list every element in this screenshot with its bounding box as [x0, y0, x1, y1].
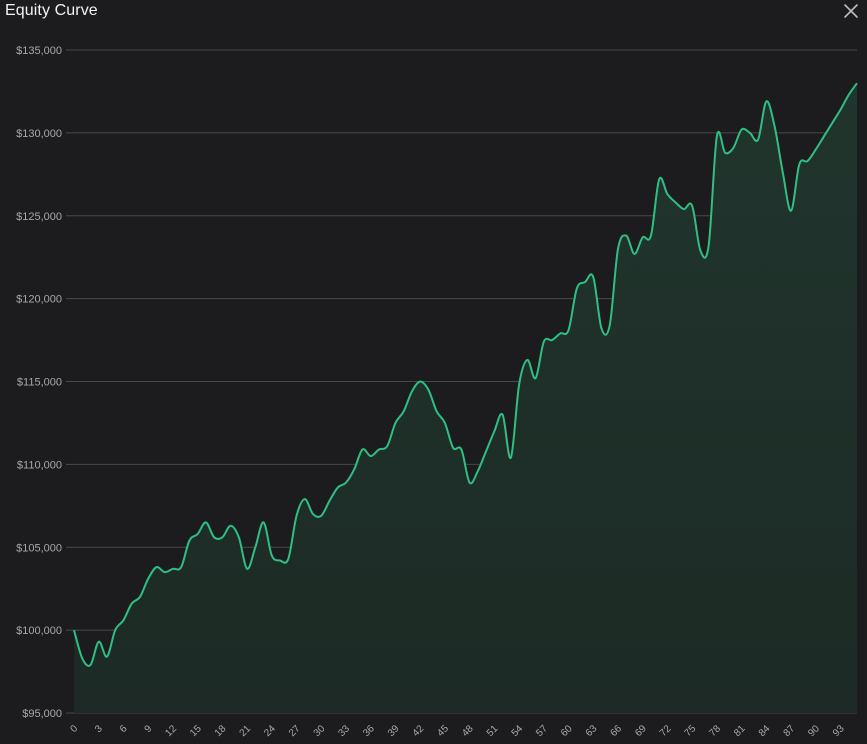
x-tick-label: 57 [534, 723, 550, 739]
x-axis-ticks: 0 3 6 9 12 15 18 21 24 27 30 33 36 39 42 45 48 51 54 57 60 63… [68, 723, 847, 739]
x-tick-label: 33 [336, 723, 352, 739]
x-tick-label: 81 [732, 723, 748, 739]
x-tick-label: 93 [831, 723, 847, 739]
x-tick-label: 54 [510, 723, 526, 739]
x-tick-label: 60 [559, 723, 575, 739]
x-tick-label: 63 [584, 723, 600, 739]
x-tick-label: 66 [608, 723, 624, 739]
x-tick-label: 72 [658, 723, 674, 739]
x-tick-label: 75 [683, 723, 699, 739]
series-line [73, 82, 858, 667]
x-tick-label: 6 [118, 723, 130, 735]
x-tick-label: 69 [633, 723, 649, 739]
equity-line [73, 82, 858, 667]
x-tick-label: 24 [262, 723, 278, 739]
y-tick-label: $105,000 [16, 542, 62, 554]
y-tick-label: $130,000 [16, 128, 62, 140]
x-tick-label: 36 [361, 723, 377, 739]
y-tick-label: $95,000 [22, 708, 62, 720]
y-tick-label: $125,000 [16, 211, 62, 223]
y-tick-label: $110,000 [17, 459, 62, 471]
x-tick-label: 15 [188, 723, 204, 739]
x-tick-label: 3 [93, 723, 105, 735]
x-tick-label: 42 [411, 723, 427, 739]
x-tick-label: 9 [143, 723, 155, 735]
x-tick-label: 48 [460, 723, 476, 739]
area-fill [74, 83, 857, 713]
y-axis-ticks: $95,000 $100,000 $105,000 $110,000 $115,000 $… [16, 45, 62, 720]
close-icon[interactable] [843, 3, 859, 19]
x-tick-label: 87 [782, 723, 798, 739]
y-tick-label: $115,000 [17, 377, 62, 389]
x-tick-label: 27 [287, 723, 303, 739]
x-tick-label: 51 [485, 723, 501, 739]
x-tick-label: 84 [757, 723, 773, 739]
y-tick-label: $135,000 [16, 45, 62, 57]
panel-title: Equity Curve [5, 2, 98, 19]
x-tick-label: 78 [707, 723, 723, 739]
x-tick-label: 0 [68, 723, 80, 735]
x-tick-label: 12 [163, 723, 179, 739]
y-tick-label: $120,000 [16, 294, 62, 306]
x-tick-label: 45 [435, 723, 451, 739]
x-tick-label: 30 [312, 723, 328, 739]
equity-area [74, 83, 857, 713]
x-tick-label: 18 [213, 723, 229, 739]
x-tick-label: 39 [386, 723, 402, 739]
x-tick-label: 90 [806, 723, 822, 739]
y-tick-label: $100,000 [16, 625, 62, 637]
x-tick-label: 21 [238, 723, 254, 739]
